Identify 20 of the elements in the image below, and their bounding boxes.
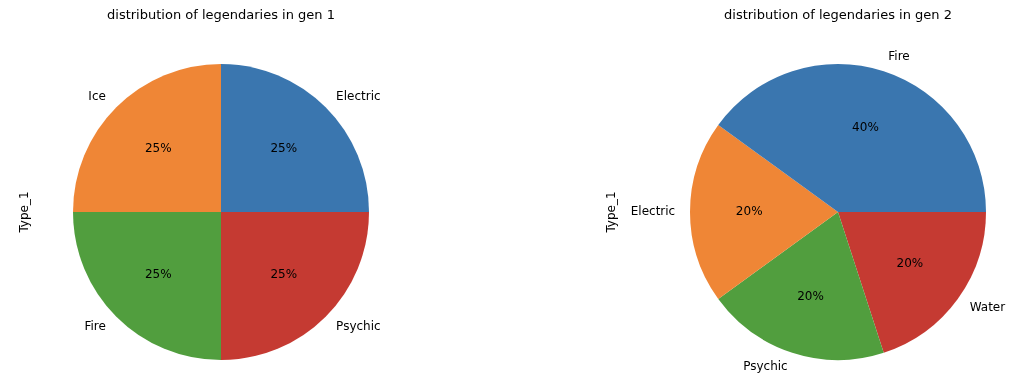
- slice-label: Electric: [336, 89, 381, 104]
- data-label: 25%: [144, 266, 172, 281]
- text: Type_1: [17, 191, 32, 234]
- data-label: 20%: [797, 288, 824, 303]
- chart-title: distribution of legendaries in gen 1: [107, 7, 335, 23]
- slice-label: Ice: [88, 89, 106, 104]
- text: Type_1: [604, 191, 619, 234]
- slice-label: Fire: [888, 49, 910, 64]
- slice-label: Electric: [630, 204, 676, 219]
- data-label: 20%: [896, 256, 924, 271]
- data-label: 25%: [144, 141, 172, 156]
- slice-label: Water: [969, 299, 1006, 314]
- data-label: 25%: [270, 266, 298, 281]
- data-label: 40%: [852, 119, 879, 134]
- slice-label: Psychic: [336, 319, 381, 334]
- data-label: 25%: [270, 141, 298, 156]
- data-label: 20%: [735, 204, 763, 219]
- slice-label: Psychic: [743, 358, 788, 373]
- slice-label: Fire: [84, 319, 106, 334]
- chart-title: distribution of legendaries in gen 2: [724, 7, 952, 23]
